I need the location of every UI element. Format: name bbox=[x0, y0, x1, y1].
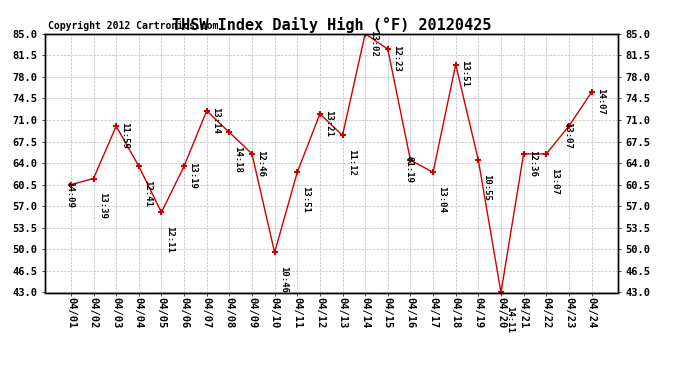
Text: 14:18: 14:18 bbox=[233, 146, 242, 173]
Text: 13:14: 13:14 bbox=[211, 106, 220, 134]
Text: 10:55: 10:55 bbox=[482, 174, 491, 201]
Text: 12:41: 12:41 bbox=[143, 180, 152, 207]
Text: 13:02: 13:02 bbox=[369, 30, 378, 57]
Text: 12:46: 12:46 bbox=[256, 150, 265, 177]
Text: 12:23: 12:23 bbox=[392, 45, 401, 72]
Text: 13:51: 13:51 bbox=[302, 186, 310, 213]
Text: 11:12: 11:12 bbox=[346, 149, 355, 176]
Text: 13:19: 13:19 bbox=[188, 162, 197, 189]
Text: 10:46: 10:46 bbox=[279, 266, 288, 293]
Text: 01:19: 01:19 bbox=[405, 156, 414, 183]
Title: THSW Index Daily High (°F) 20120425: THSW Index Daily High (°F) 20120425 bbox=[172, 16, 491, 33]
Text: 13:04: 13:04 bbox=[437, 186, 446, 213]
Text: 14:11: 14:11 bbox=[505, 306, 514, 333]
Text: 13:39: 13:39 bbox=[98, 192, 107, 219]
Text: 13:07: 13:07 bbox=[563, 122, 572, 149]
Text: 14:07: 14:07 bbox=[595, 88, 604, 115]
Text: 13:07: 13:07 bbox=[551, 168, 560, 195]
Text: 13:51: 13:51 bbox=[460, 60, 469, 87]
Text: 11:59: 11:59 bbox=[120, 122, 129, 149]
Text: 12:11: 12:11 bbox=[166, 226, 175, 253]
Text: Copyright 2012 Cartronics.com: Copyright 2012 Cartronics.com bbox=[48, 21, 218, 31]
Text: 14:09: 14:09 bbox=[66, 180, 75, 207]
Text: 13:21: 13:21 bbox=[324, 110, 333, 136]
Text: 12:36: 12:36 bbox=[528, 150, 537, 177]
